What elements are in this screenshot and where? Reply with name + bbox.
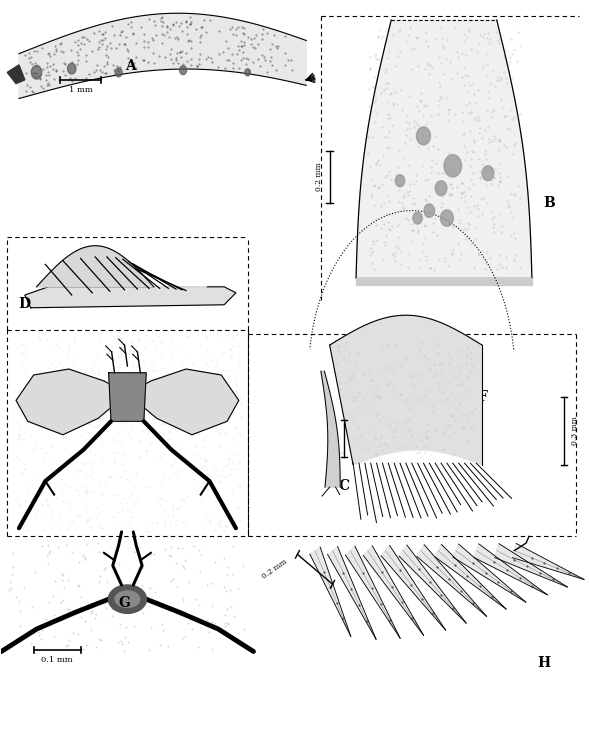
- Circle shape: [115, 68, 122, 76]
- Text: 1 mm: 1 mm: [69, 86, 92, 94]
- Circle shape: [482, 166, 494, 181]
- Polygon shape: [19, 13, 306, 98]
- Circle shape: [68, 63, 76, 74]
- Polygon shape: [435, 544, 506, 609]
- Circle shape: [416, 127, 431, 145]
- Polygon shape: [356, 20, 532, 278]
- Circle shape: [395, 175, 405, 187]
- Text: 0.1 mm: 0.1 mm: [352, 424, 359, 453]
- Text: 0.2 mm: 0.2 mm: [315, 163, 323, 191]
- Text: C: C: [339, 478, 350, 493]
- Circle shape: [441, 210, 454, 226]
- Polygon shape: [321, 371, 340, 487]
- Circle shape: [435, 181, 447, 196]
- Ellipse shape: [115, 591, 140, 608]
- Polygon shape: [495, 544, 567, 587]
- Polygon shape: [330, 315, 482, 465]
- Polygon shape: [356, 278, 532, 285]
- Circle shape: [31, 66, 42, 79]
- Circle shape: [245, 69, 250, 76]
- Text: 0.1 mm: 0.1 mm: [41, 656, 73, 664]
- Polygon shape: [327, 547, 376, 639]
- Polygon shape: [127, 369, 239, 435]
- Text: F: F: [477, 391, 487, 404]
- Text: B: B: [544, 196, 555, 210]
- Text: 0.3 mm: 0.3 mm: [571, 416, 579, 446]
- Polygon shape: [345, 546, 400, 638]
- Polygon shape: [37, 246, 207, 286]
- Polygon shape: [474, 544, 547, 595]
- Text: A: A: [125, 59, 135, 74]
- Circle shape: [444, 154, 462, 177]
- Polygon shape: [25, 286, 236, 308]
- Text: D: D: [19, 297, 31, 311]
- Polygon shape: [381, 545, 446, 630]
- Polygon shape: [7, 65, 25, 83]
- Text: E: E: [125, 387, 135, 400]
- Text: 0.2 mm: 0.2 mm: [260, 558, 289, 580]
- Ellipse shape: [108, 585, 147, 614]
- Circle shape: [413, 212, 422, 224]
- Polygon shape: [453, 544, 526, 602]
- Polygon shape: [16, 369, 127, 435]
- Circle shape: [424, 204, 435, 218]
- Polygon shape: [310, 547, 351, 636]
- Polygon shape: [417, 544, 487, 616]
- Circle shape: [180, 66, 187, 74]
- Polygon shape: [512, 544, 584, 580]
- Polygon shape: [363, 546, 423, 635]
- Text: G: G: [118, 596, 130, 610]
- Polygon shape: [108, 373, 146, 422]
- Text: H: H: [537, 656, 550, 670]
- Polygon shape: [399, 545, 466, 623]
